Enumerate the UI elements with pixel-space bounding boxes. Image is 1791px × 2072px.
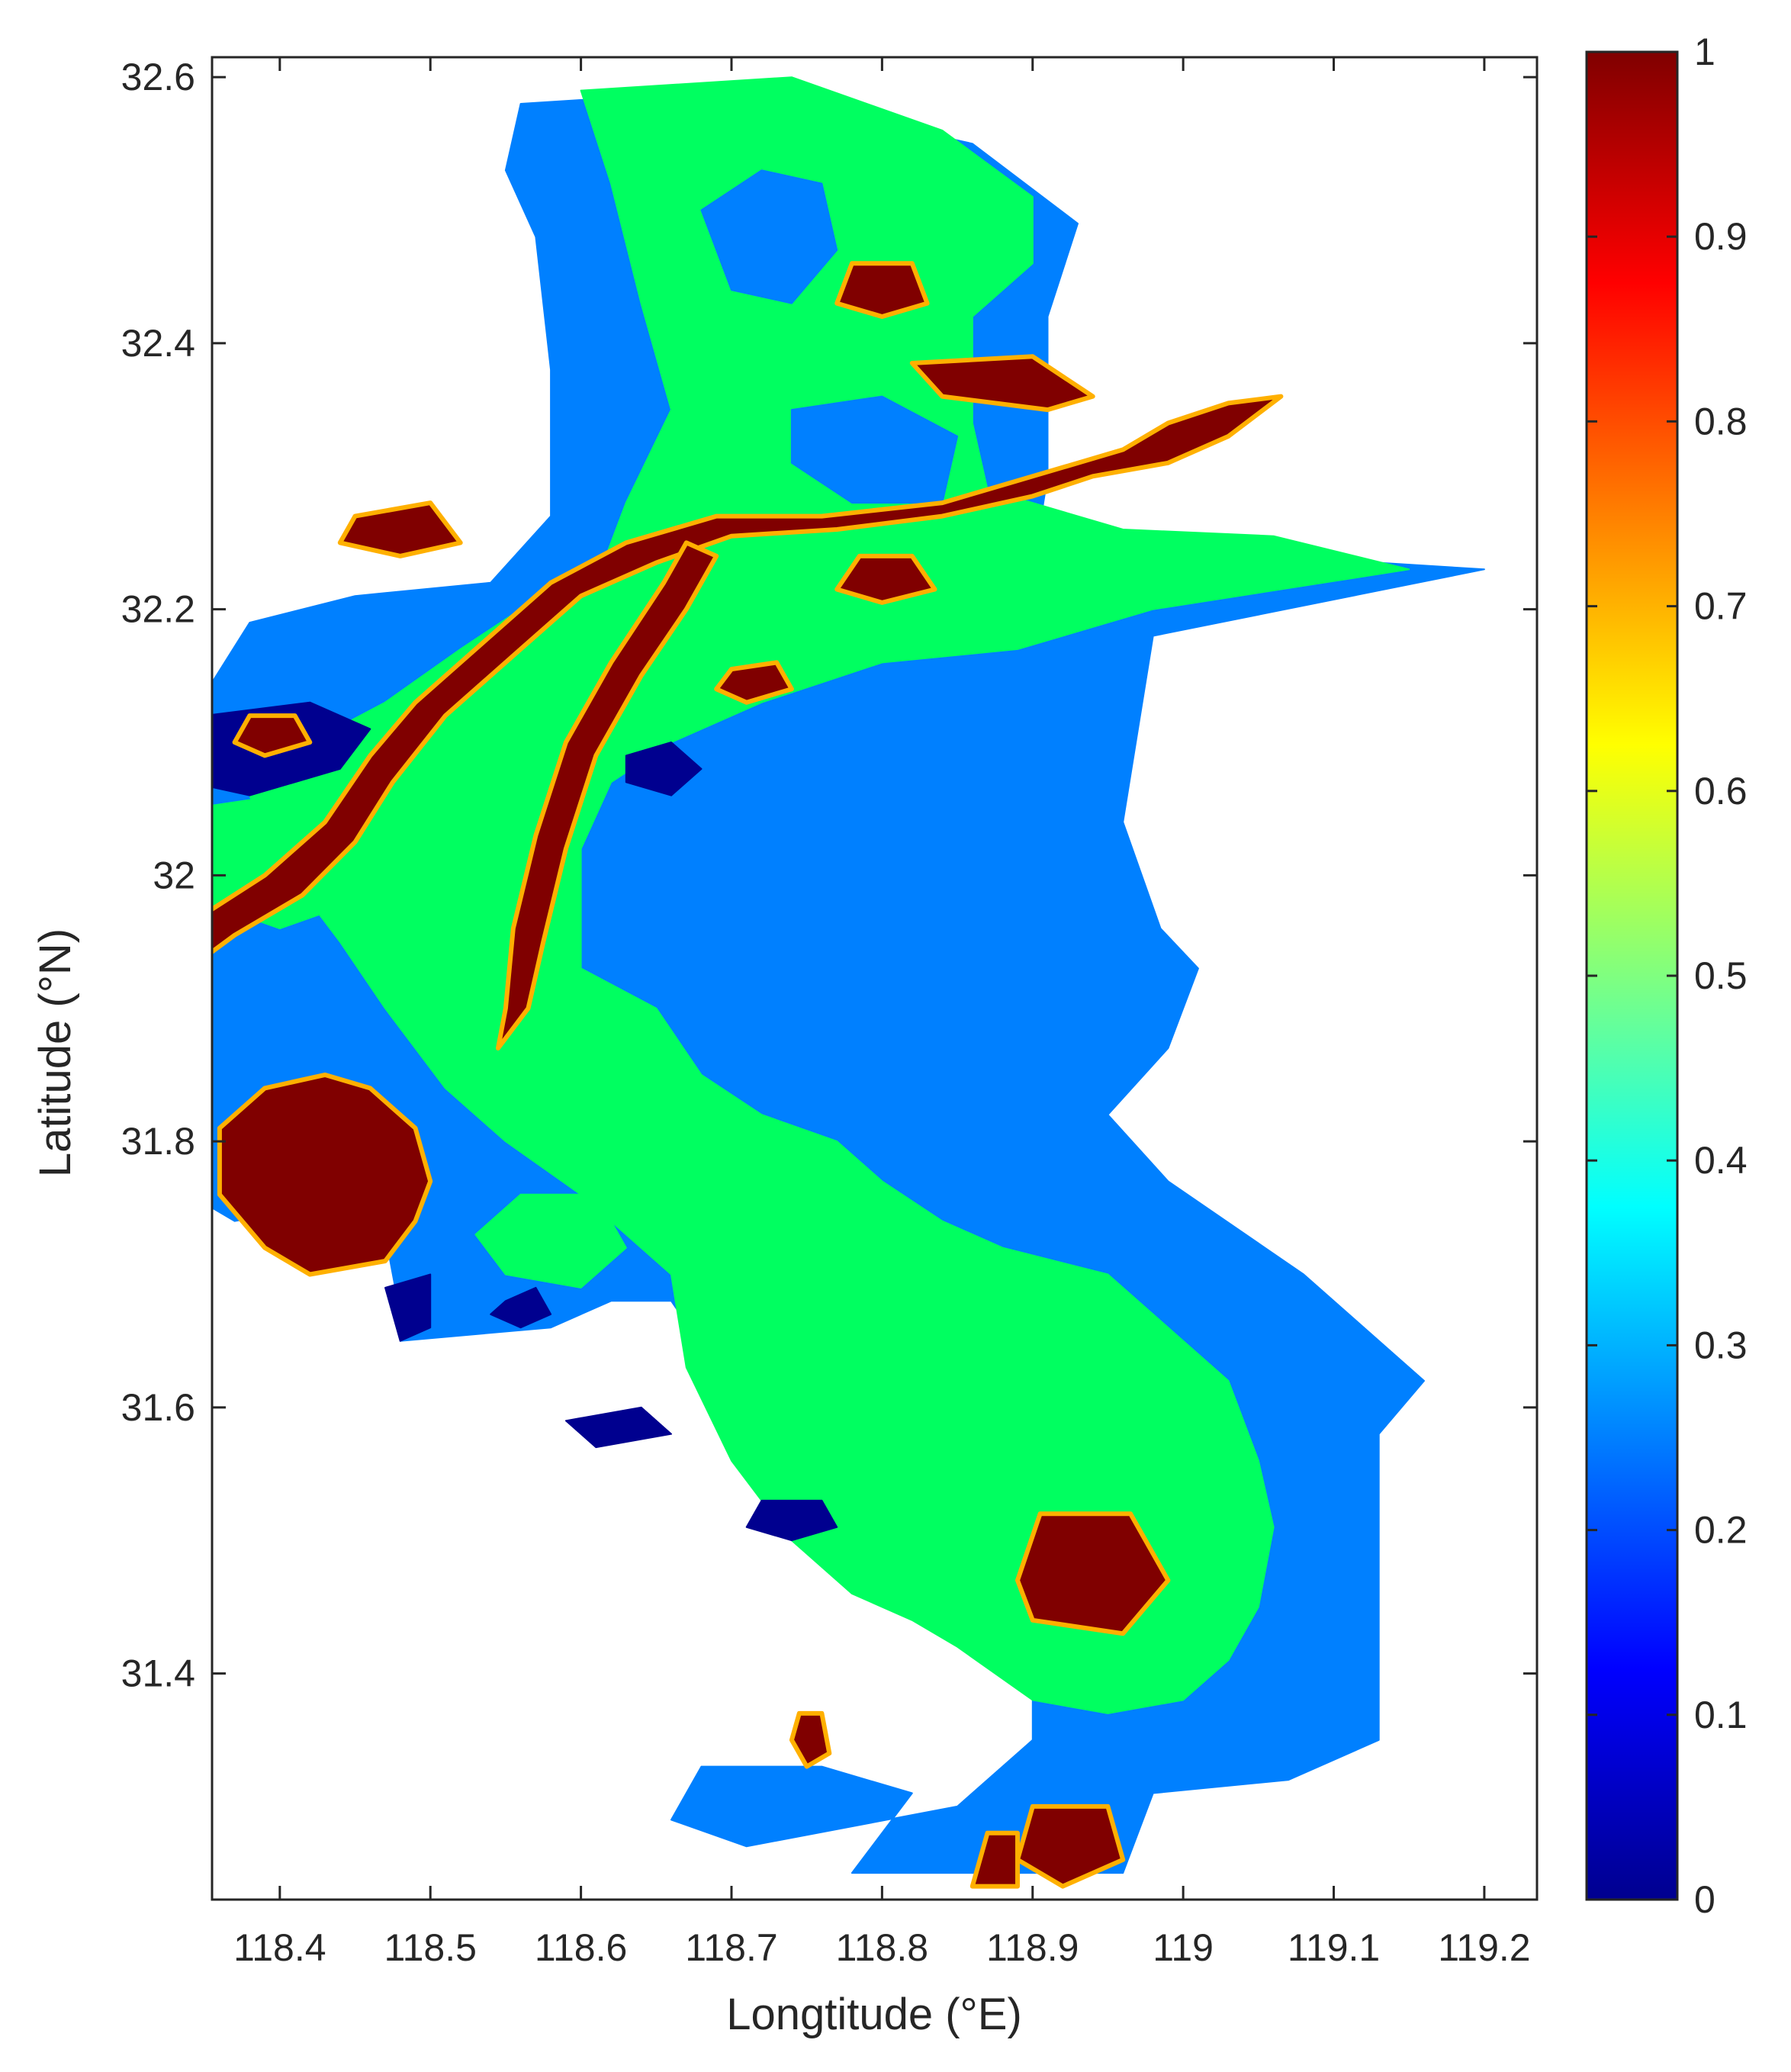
x-axis: 118.4 118.5 118.6 118.7 118.8 118.9 119 119.1 11… [233, 57, 1531, 1969]
x-tick-label: 118.7 [685, 1926, 777, 1969]
heatmap-region-5 [474, 1193, 627, 1289]
heatmap-region-8 [625, 742, 703, 796]
colorbar-tick-label: 0.5 [1694, 954, 1748, 997]
heatmap-region-19 [714, 660, 794, 705]
y-tick-label: 31.6 [121, 1386, 195, 1429]
x-tick-label: 119.1 [1288, 1926, 1380, 1969]
heatmap-region-2 [700, 169, 838, 304]
colorbar [1585, 50, 1679, 1901]
y-tick-label: 32.2 [121, 588, 195, 631]
heatmap-region-20 [212, 394, 1284, 955]
heatmap-region-16 [834, 261, 930, 319]
colorbar-tick-label: 0.6 [1694, 770, 1748, 812]
y-tick-label: 32.4 [121, 322, 195, 365]
heatmap-region-26 [789, 1710, 832, 1769]
x-tick-label: 118.6 [535, 1926, 627, 1969]
heatmap-region-17 [337, 500, 463, 558]
colorbar-tick-label: 0.4 [1694, 1139, 1748, 1182]
heatmap-region-25 [969, 1830, 1020, 1889]
y-tick-label: 32 [153, 854, 195, 896]
x-tick-label: 119 [1153, 1926, 1214, 1969]
heatmap-region-10 [384, 1273, 432, 1342]
colorbar-tick-label: 0.3 [1694, 1324, 1748, 1366]
x-tick-label: 118.9 [986, 1926, 1079, 1969]
colorbar-tick-label: 0.9 [1694, 215, 1748, 258]
heatmap-region-14 [834, 553, 937, 605]
x-tick-label: 119.2 [1438, 1926, 1530, 1969]
y-axis-title: Latitude (°N) [31, 928, 80, 1177]
heatmap-region-13 [129, 104, 189, 143]
colorbar-ticks: 0 0.1 0.2 0.3 0.4 0.5 0.6 0.7 0.8 0.9 1 [1587, 31, 1748, 1921]
heatmap-region-23 [1015, 1511, 1171, 1636]
heatmap-region-9 [490, 1286, 552, 1329]
x-tick-label: 118.8 [836, 1926, 928, 1969]
y-tick-label: 31.4 [121, 1652, 195, 1695]
colorbar-tick-label: 0.8 [1694, 400, 1748, 442]
heatmap-region-22 [217, 1072, 433, 1277]
y-axis: 31.4 31.6 31.8 32 32.2 32.4 32.6 [121, 56, 1537, 1695]
heatmap-region-15 [909, 354, 1095, 413]
colorbar-tick-label: 0 [1694, 1878, 1715, 1921]
heatmap-region-12 [564, 1406, 672, 1449]
colorbar-tick-label: 1 [1694, 31, 1715, 73]
heatmap-region-24 [1015, 1803, 1126, 1889]
colorbar-tick-label: 0.1 [1694, 1694, 1748, 1736]
heatmap-region-21 [496, 540, 719, 1050]
x-axis-title: Longtitude (°E) [726, 1990, 1022, 2039]
colorbar-tick-label: 0.7 [1694, 585, 1748, 628]
x-tick-label: 118.4 [233, 1926, 326, 1969]
heatmap-region-11 [745, 1499, 838, 1542]
heatmap-region-18 [232, 713, 313, 758]
y-tick-label: 32.6 [121, 56, 195, 98]
plot-frame [211, 56, 1539, 1901]
heatmap-layer [129, 76, 1485, 1889]
colorbar-tick-label: 0.2 [1694, 1509, 1748, 1552]
y-tick-label: 31.8 [121, 1120, 195, 1163]
x-tick-label: 118.5 [384, 1926, 476, 1969]
